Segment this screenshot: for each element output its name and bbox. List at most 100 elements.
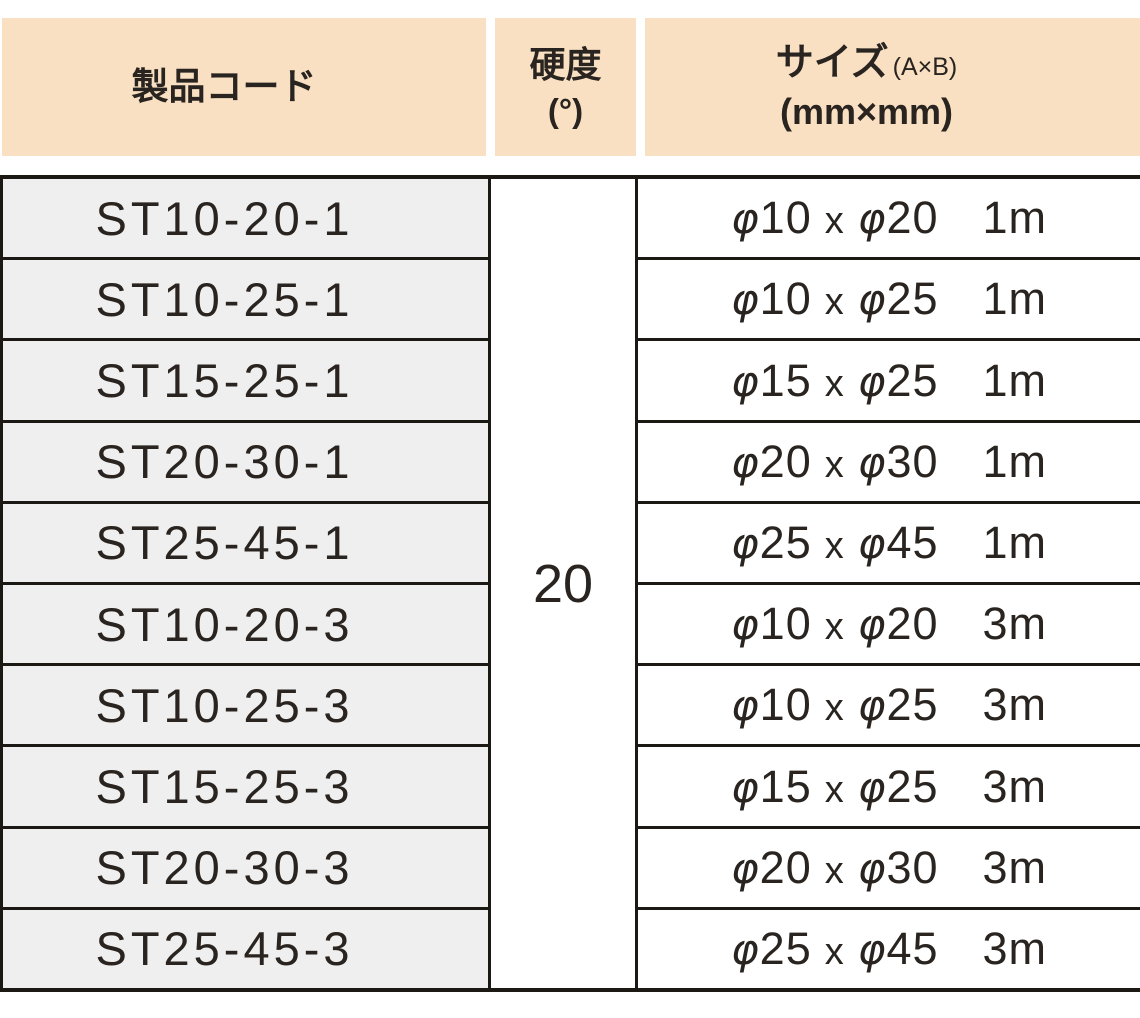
table-body: ST10-20-1 ST10-25-1 ST15-25-1 ST20-30-1 ST25…	[0, 175, 1140, 992]
product-code-cell: ST20-30-3	[3, 828, 488, 910]
size-spec: φ10 x φ25	[731, 679, 939, 731]
length-value: 1m	[982, 435, 1048, 487]
phi-symbol: φ	[730, 518, 760, 568]
product-code-cell: ST10-25-3	[3, 666, 488, 748]
size-cell: φ10 x φ20 3m	[638, 585, 1140, 667]
phi-symbol: φ	[857, 924, 887, 974]
product-code-cell: ST10-25-1	[3, 260, 488, 342]
size-spec: φ20 x φ30	[731, 436, 939, 488]
size-spec: φ20 x φ30	[731, 842, 939, 894]
length-value: 3m	[982, 922, 1048, 974]
size-spec: φ25 x φ45	[731, 517, 939, 569]
size-a-value: 10	[759, 598, 812, 650]
size-cell: φ10 x φ25 1m	[638, 260, 1140, 342]
size-b-value: 20	[886, 598, 939, 650]
length-value: 1m	[982, 273, 1048, 325]
phi-symbol: φ	[730, 600, 760, 650]
size-cell: φ25 x φ45 3m	[638, 909, 1140, 989]
size-cell: φ25 x φ45 1m	[638, 503, 1140, 586]
length-value: 3m	[982, 679, 1048, 731]
phi-symbol: φ	[857, 843, 887, 893]
times-separator: x	[824, 443, 845, 486]
size-cell: φ15 x φ25 3m	[638, 747, 1140, 829]
times-separator: x	[824, 362, 845, 405]
times-separator: x	[824, 930, 845, 973]
size-b-value: 45	[886, 922, 939, 974]
phi-symbol: φ	[730, 356, 760, 406]
size-a-value: 25	[759, 922, 812, 974]
header-product-code: 製品コード	[2, 18, 486, 156]
phi-symbol: φ	[730, 437, 760, 487]
size-b-value: 25	[886, 273, 939, 325]
times-separator: x	[824, 200, 845, 243]
header-size-unit: (mm×mm)	[779, 91, 954, 133]
size-a-value: 15	[759, 354, 812, 406]
phi-symbol: φ	[730, 843, 760, 893]
size-a-value: 15	[759, 760, 812, 812]
size-a-value: 20	[759, 841, 812, 893]
size-b-value: 30	[886, 435, 939, 487]
size-cell: φ15 x φ25 1m	[638, 341, 1140, 423]
phi-symbol: φ	[857, 762, 887, 812]
product-code-cell: ST10-20-3	[3, 585, 488, 667]
phi-symbol: φ	[857, 681, 887, 731]
product-code-cell: ST20-30-1	[3, 422, 488, 504]
phi-symbol: φ	[730, 275, 760, 325]
product-code-cell: ST15-25-1	[3, 341, 488, 423]
size-spec: φ10 x φ25	[731, 273, 939, 325]
size-b-value: 25	[886, 679, 939, 731]
times-separator: x	[824, 281, 845, 324]
product-code-cell: ST10-20-1	[3, 179, 488, 261]
size-b-value: 20	[886, 192, 939, 244]
length-value: 1m	[982, 516, 1048, 568]
size-column: φ10 x φ20 1m φ10 x φ25 1m φ15 x φ25 1m φ20 x φ30 1m φ25 x…	[638, 179, 1140, 989]
length-value: 1m	[982, 354, 1048, 406]
size-cell: φ10 x φ25 3m	[638, 666, 1140, 748]
size-cell: φ20 x φ30 1m	[638, 422, 1140, 504]
size-spec: φ15 x φ25	[731, 761, 939, 813]
size-cell: φ10 x φ20 1m	[638, 179, 1140, 261]
length-value: 1m	[982, 192, 1048, 244]
product-code-cell: ST25-45-1	[3, 503, 488, 586]
size-spec: φ25 x φ45	[731, 923, 939, 975]
phi-symbol: φ	[730, 762, 760, 812]
size-b-value: 25	[886, 354, 939, 406]
size-cell: φ20 x φ30 3m	[638, 828, 1140, 910]
header-hardness-unit: (°)	[547, 91, 584, 129]
size-a-value: 10	[759, 192, 812, 244]
product-code-cell: ST15-25-3	[3, 747, 488, 829]
size-b-value: 45	[886, 516, 939, 568]
phi-symbol: φ	[730, 194, 760, 244]
product-code-column: ST10-20-1 ST10-25-1 ST15-25-1 ST20-30-1 ST25…	[3, 179, 488, 989]
phi-symbol: φ	[857, 600, 887, 650]
size-b-value: 25	[886, 760, 939, 812]
size-a-value: 10	[759, 273, 812, 325]
header-size-line1: サイズ (A×B)	[776, 38, 957, 88]
size-b-value: 30	[886, 841, 939, 893]
size-a-value: 20	[759, 435, 812, 487]
phi-symbol: φ	[730, 924, 760, 974]
size-spec: φ15 x φ25	[731, 355, 939, 407]
length-value: 3m	[982, 760, 1048, 812]
header-size: サイズ (A×B) (mm×mm)	[645, 18, 1140, 156]
size-spec: φ10 x φ20	[731, 598, 939, 650]
hardness-value: 20	[532, 553, 594, 614]
phi-symbol: φ	[857, 356, 887, 406]
length-value: 3m	[982, 598, 1048, 650]
size-spec: φ10 x φ20	[731, 192, 939, 244]
hardness-column: 20	[488, 179, 638, 988]
header-size-sub: (A×B)	[892, 53, 958, 82]
header-product-code-label: 製品コード	[131, 65, 317, 107]
phi-symbol: φ	[857, 194, 887, 244]
phi-symbol: φ	[857, 518, 887, 568]
times-separator: x	[824, 687, 845, 730]
header-hardness: 硬度 (°)	[495, 18, 636, 156]
phi-symbol: φ	[730, 681, 760, 731]
times-separator: x	[824, 849, 845, 892]
header-size-label: サイズ	[775, 42, 889, 85]
size-a-value: 25	[759, 516, 812, 568]
length-value: 3m	[982, 841, 1048, 893]
header-hardness-label: 硬度	[529, 44, 602, 86]
times-separator: x	[824, 768, 845, 811]
